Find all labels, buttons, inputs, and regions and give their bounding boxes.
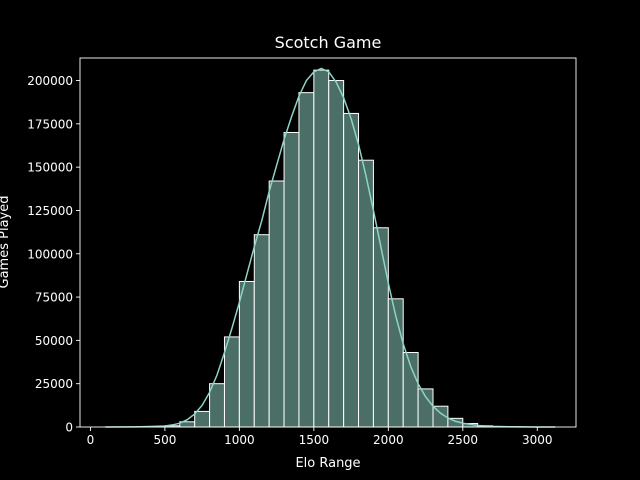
- histogram-bar: [298, 92, 315, 428]
- histogram-bar: [194, 410, 211, 428]
- kde-curve: [105, 67, 556, 428]
- y-tick-label: 75000: [35, 291, 73, 305]
- x-ticks: 0 500 1000 1500 2000 2500 3000: [87, 427, 553, 447]
- histogram-bar: [343, 112, 360, 428]
- histogram-bar: [313, 69, 330, 428]
- x-tick-label: 1000: [224, 433, 255, 447]
- y-tick-label: 100000: [27, 247, 73, 261]
- histogram-bar: [417, 388, 434, 428]
- chart-title: Scotch Game: [275, 33, 382, 52]
- y-tick-label: 200000: [27, 74, 73, 88]
- histogram-bar: [253, 234, 270, 428]
- x-axis-label: Elo Range: [295, 456, 360, 471]
- y-tick-label: 125000: [27, 204, 73, 218]
- y-tick-label: 175000: [27, 117, 73, 131]
- x-tick-label: 2500: [448, 433, 479, 447]
- x-tick-label: 500: [153, 433, 176, 447]
- axes-frame: [79, 57, 577, 428]
- x-tick-label: 1500: [299, 433, 330, 447]
- y-tick-label: 50000: [35, 334, 73, 348]
- y-axis-label: Games Played: [0, 196, 12, 289]
- histogram-bar: [283, 131, 300, 428]
- y-tick-label: 150000: [27, 161, 73, 175]
- x-tick-label: 3000: [522, 433, 553, 447]
- histogram-bar: [209, 383, 225, 428]
- histogram-bar: [328, 80, 345, 428]
- x-tick-label: 0: [87, 433, 95, 447]
- y-tick-label: 25000: [35, 377, 73, 391]
- histogram-bar: [402, 352, 419, 428]
- histogram-bar: [372, 227, 389, 428]
- y-ticks: 0 25000 50000 75000 100000 125000 150000 175000…: [27, 74, 80, 435]
- x-tick-label: 2000: [373, 433, 404, 447]
- y-tick-label: 0: [65, 421, 73, 435]
- histogram-bar: [223, 336, 240, 428]
- histogram-bar: [238, 280, 255, 428]
- bars-layer: [134, 69, 523, 428]
- histogram-bar: [268, 180, 285, 428]
